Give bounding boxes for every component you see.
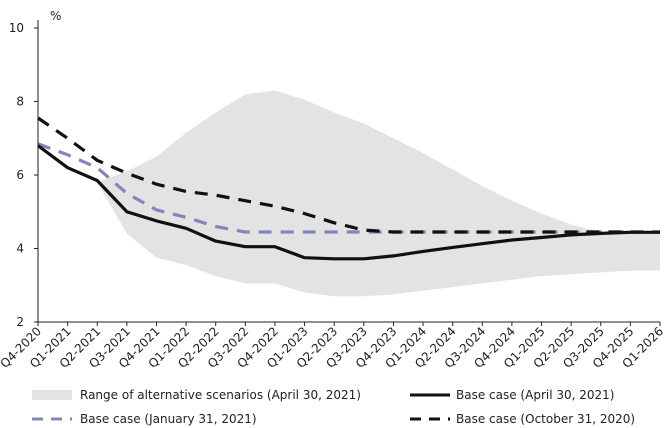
scenario-range-band <box>38 90 660 297</box>
legend-band-swatch <box>32 390 72 400</box>
y-tick-label: 6 <box>16 168 24 182</box>
series-line-0 <box>37 144 660 261</box>
y-tick-label: 10 <box>9 21 24 35</box>
legend-base-jan-label: Base case (January 31, 2021) <box>80 412 257 426</box>
y-tick-label: 2 <box>16 315 24 329</box>
legend-band-label: Range of alternative scenarios (April 30… <box>80 388 361 402</box>
plot-area <box>37 90 660 297</box>
legend-base-oct-label: Base case (October 31, 2020) <box>456 412 635 426</box>
series-line-2 <box>37 116 660 234</box>
y-unit-label: % <box>50 9 61 23</box>
y-tick-label: 8 <box>16 95 24 109</box>
y-tick-label: 4 <box>16 242 24 256</box>
legend-base-apr-label: Base case (April 30, 2021) <box>456 388 614 402</box>
legend: Range of alternative scenarios (April 30… <box>32 388 635 426</box>
